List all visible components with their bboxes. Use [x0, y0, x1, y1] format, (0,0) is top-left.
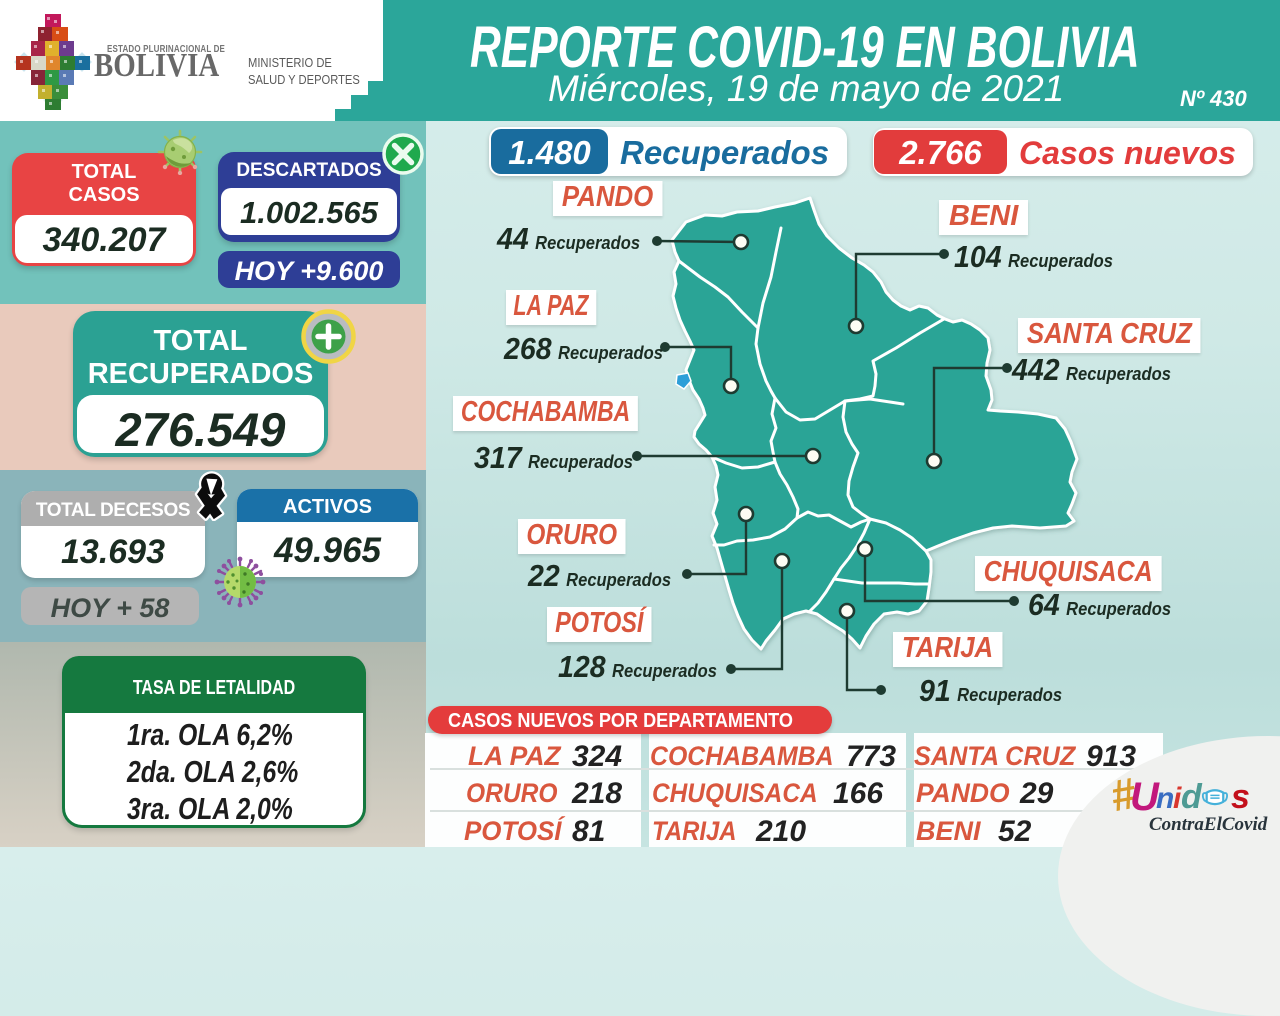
- svg-text:d: d: [1181, 778, 1203, 816]
- svg-text:ContraElCovid: ContraElCovid: [1149, 814, 1268, 834]
- svg-text:U: U: [1130, 775, 1160, 819]
- svg-text:s: s: [1231, 778, 1250, 816]
- svg-text:i: i: [1173, 782, 1182, 815]
- svg-text:n: n: [1156, 782, 1174, 815]
